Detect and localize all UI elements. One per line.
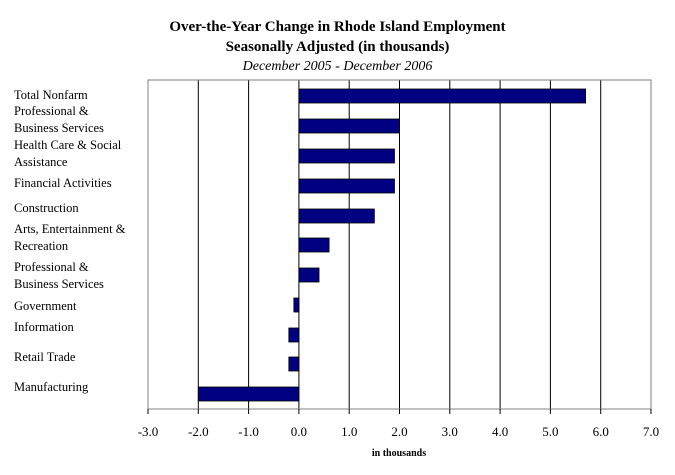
category-label-line: Information	[14, 320, 74, 334]
x-tick-label: 5.0	[542, 424, 558, 439]
category-label-line: Professional &	[14, 104, 89, 118]
category-label: Professional & Business Services	[14, 259, 154, 293]
x-axis-title: in thousands	[372, 448, 426, 459]
x-tick-label: -1.0	[238, 424, 259, 439]
category-label-line: Business Services	[14, 121, 104, 135]
category-label-line: Professional &	[14, 260, 89, 274]
bar	[298, 178, 395, 194]
x-tick-label: -3.0	[138, 424, 159, 439]
category-label: Arts, Entertainment & Recreation	[14, 221, 154, 255]
bar	[298, 237, 330, 253]
bar	[298, 118, 400, 134]
category-label-line: Arts, Entertainment &	[14, 222, 126, 236]
bar	[298, 267, 320, 283]
x-tick-label: 2.0	[391, 424, 407, 439]
bar	[293, 297, 300, 313]
category-label-line: Health Care & Social	[14, 138, 122, 152]
bar	[197, 386, 300, 402]
chart-subtitle: Seasonally Adjusted (in thousands)	[225, 39, 450, 55]
category-label: Health Care & Social Assistance	[14, 137, 154, 171]
category-label-line: Business Services	[14, 277, 104, 291]
bar	[288, 356, 300, 372]
category-label-line: Government	[14, 299, 77, 313]
category-label-line: Recreation	[14, 239, 69, 253]
category-label: Financial Activities	[14, 175, 154, 192]
x-tick-label: 0.0	[291, 424, 307, 439]
category-label: Total Nonfarm	[14, 87, 154, 104]
x-tick-label: -2.0	[188, 424, 209, 439]
category-label-line: Retail Trade	[14, 350, 76, 364]
category-label-line: Manufacturing	[14, 380, 89, 394]
bar	[298, 88, 587, 104]
category-label: Professional & Business Services	[14, 103, 154, 137]
category-label-line: Financial Activities	[14, 176, 112, 190]
bar	[298, 208, 375, 224]
x-tick-label: 3.0	[442, 424, 458, 439]
category-label-line: Total Nonfarm	[14, 88, 88, 102]
chart-period: December 2005 - December 2006	[242, 59, 433, 74]
category-label: Retail Trade	[14, 349, 154, 366]
category-label: Manufacturing	[14, 379, 154, 396]
category-label: Government	[14, 298, 154, 315]
category-label: Information	[14, 319, 154, 336]
bar	[288, 327, 300, 343]
bar	[298, 148, 395, 164]
category-label-line: Assistance	[14, 155, 68, 169]
x-tick-label: 7.0	[643, 424, 659, 439]
x-tick-label: 1.0	[341, 424, 357, 439]
category-label-line: Construction	[14, 201, 79, 215]
category-label: Construction	[14, 200, 154, 217]
x-tick-label: 6.0	[593, 424, 609, 439]
x-tick-label: 4.0	[492, 424, 508, 439]
chart-title: Over-the-Year Change in Rhode Island Emp…	[169, 19, 506, 35]
